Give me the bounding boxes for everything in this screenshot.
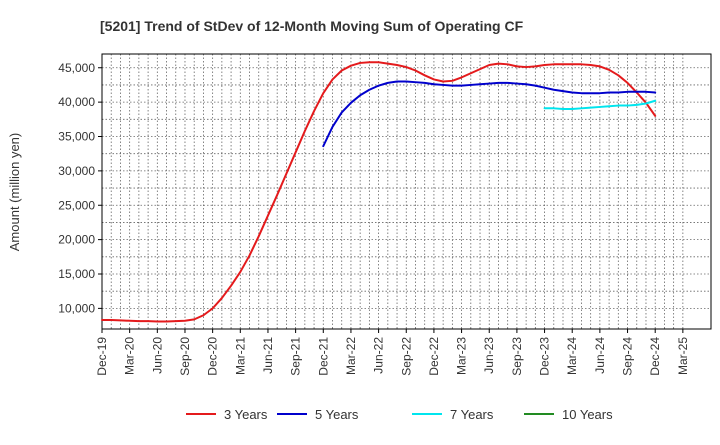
x-tick-label: Dec-22 xyxy=(427,337,441,376)
x-tick-label: Dec-21 xyxy=(316,337,330,376)
x-tick-label: Dec-20 xyxy=(206,337,220,376)
x-tick-label: Jun-21 xyxy=(261,337,275,374)
y-tick-label: 20,000 xyxy=(58,233,95,247)
series-layer xyxy=(101,61,657,323)
x-tick-label: Mar-24 xyxy=(565,337,579,375)
x-tick-label: Jun-22 xyxy=(372,337,386,374)
y-axis-label: Amount (million yen) xyxy=(7,133,22,252)
x-tick-label: Jun-24 xyxy=(593,337,607,374)
x-tick-label: Sep-21 xyxy=(289,337,303,376)
x-tick-label: Mar-22 xyxy=(344,337,358,375)
x-tick-label: Sep-23 xyxy=(510,337,524,376)
y-axis: 10,000 15,000 20,000 25,000 30,000 35,000 40,0… xyxy=(58,61,102,315)
legend-item-3-years: 3 Years xyxy=(186,407,268,422)
legend-item-7-years: 7 Years xyxy=(412,407,494,422)
x-tick-label: Jun-23 xyxy=(482,337,496,374)
x-tick-label: Sep-24 xyxy=(621,337,635,376)
legend-item-10-years: 10 Years xyxy=(524,407,613,422)
legend-item-5-years: 5 Years xyxy=(277,407,359,422)
y-tick-label: 10,000 xyxy=(58,301,95,315)
series-line-3-years xyxy=(101,61,657,323)
grid-layer xyxy=(101,54,711,329)
y-tick-label: 45,000 xyxy=(58,61,95,75)
legend-label: 7 Years xyxy=(450,407,494,422)
y-tick-label: 40,000 xyxy=(58,95,95,109)
legend-label: 10 Years xyxy=(562,407,613,422)
series-line-7-years xyxy=(543,99,657,110)
legend-label: 5 Years xyxy=(315,407,359,422)
x-tick-label: Jun-20 xyxy=(150,337,164,374)
y-tick-label: 15,000 xyxy=(58,267,95,281)
x-tick-label: Dec-23 xyxy=(538,337,552,376)
chart-title: [5201] Trend of StDev of 12-Month Moving… xyxy=(100,18,524,34)
x-tick-label: Mar-20 xyxy=(123,337,137,375)
x-axis: Dec-19 Mar-20 Jun-20 Sep-20 Dec-20 Mar-21 Jun-… xyxy=(95,329,690,376)
series-line-5-years xyxy=(322,80,657,148)
x-tick-label: Dec-24 xyxy=(648,337,662,376)
y-tick-label: 30,000 xyxy=(58,164,95,178)
y-tick-label: 35,000 xyxy=(58,130,95,144)
x-tick-label: Mar-21 xyxy=(233,337,247,375)
x-tick-label: Dec-19 xyxy=(95,337,109,376)
x-tick-label: Sep-22 xyxy=(399,337,413,376)
x-tick-label: Mar-25 xyxy=(676,337,690,375)
x-tick-label: Mar-23 xyxy=(455,337,469,375)
x-tick-label: Sep-20 xyxy=(178,337,192,376)
y-tick-label: 25,000 xyxy=(58,198,95,212)
legend-label: 3 Years xyxy=(224,407,268,422)
legend: 3 Years 5 Years 7 Years 10 Years xyxy=(186,407,613,422)
